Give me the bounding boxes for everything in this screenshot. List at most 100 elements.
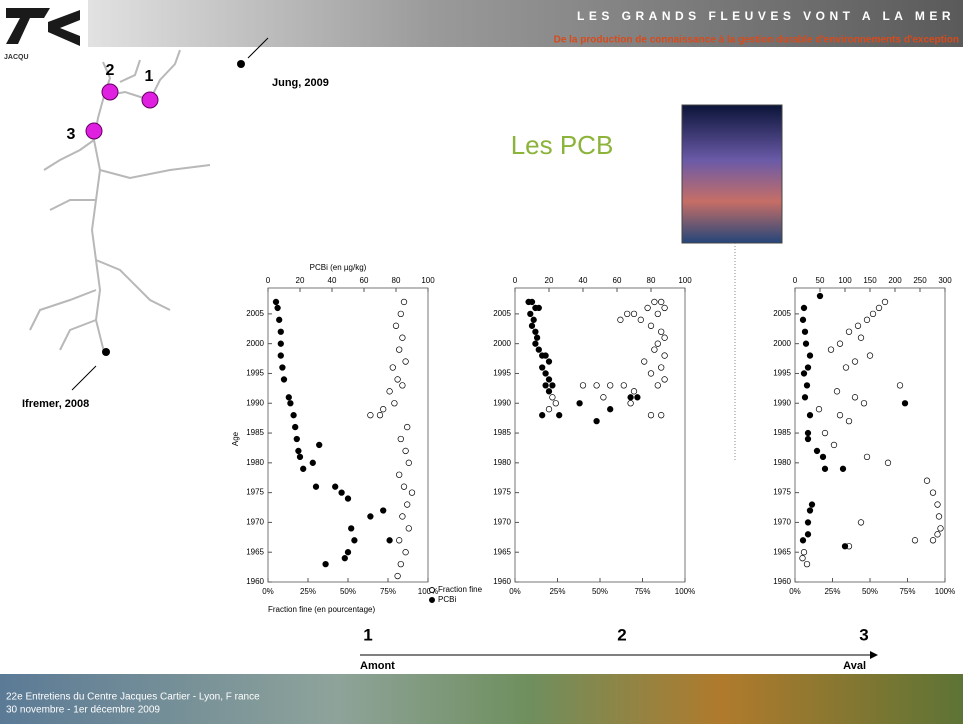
point (631, 389, 637, 395)
x2-tick-label: 300 (938, 276, 952, 285)
point (323, 561, 329, 567)
station-label: 3 (859, 625, 868, 644)
point (803, 341, 809, 347)
logo-text: JACQU (4, 54, 29, 61)
x2-tick-label: 100 (838, 276, 852, 285)
point (807, 412, 813, 418)
point (594, 418, 600, 424)
point (809, 502, 815, 508)
point (546, 406, 552, 412)
point (404, 424, 410, 430)
point (580, 383, 586, 389)
x-tick-label: 25% (549, 587, 565, 596)
point (817, 293, 823, 299)
x-tick-label: 50% (592, 587, 608, 596)
point (846, 418, 852, 424)
point (801, 371, 807, 377)
point (648, 412, 654, 418)
point (406, 526, 412, 532)
charts: 1960196519701975198019851990199520002005… (231, 263, 955, 614)
point (368, 514, 374, 520)
point (800, 555, 806, 561)
x2-tick-label: 50 (816, 276, 825, 285)
x-tick-label: 100% (675, 587, 695, 596)
site-marker (142, 92, 158, 108)
y-tick-label: 1960 (246, 577, 264, 586)
point (822, 466, 828, 472)
point (529, 323, 535, 329)
y-tick-label: 2000 (773, 339, 791, 348)
x-tick-label: 25% (824, 587, 840, 596)
point (870, 311, 876, 317)
point (805, 430, 811, 436)
point (529, 299, 535, 305)
point (635, 394, 641, 400)
point (528, 311, 534, 317)
point (882, 299, 888, 305)
point (638, 317, 644, 323)
point (814, 448, 820, 454)
point (577, 400, 583, 406)
point (345, 549, 351, 555)
y-tick-label: 1975 (246, 488, 264, 497)
point (858, 335, 864, 341)
point (278, 341, 284, 347)
y-tick-label: 1965 (246, 547, 264, 556)
legend-marker (430, 598, 435, 603)
x-tick-label: 50% (340, 587, 356, 596)
y-tick-label: 1970 (246, 518, 264, 527)
site-label: 1 (145, 68, 154, 85)
ref-label: Jung, 2009 (272, 77, 329, 89)
point (924, 478, 930, 484)
x2-tick-label: 60 (613, 276, 622, 285)
x2-tick-label: 0 (266, 276, 271, 285)
x2-tick-label: 100 (678, 276, 692, 285)
point (345, 496, 351, 502)
y-tick-label: 1985 (246, 428, 264, 437)
point (276, 317, 282, 323)
point (852, 394, 858, 400)
point (645, 305, 651, 311)
y-tick-label: 1985 (773, 428, 791, 437)
header-subtitle: De la production de connaissance à la ge… (554, 35, 959, 46)
point (662, 335, 668, 341)
point (938, 526, 944, 532)
point (655, 311, 661, 317)
ref-arrow (72, 366, 96, 390)
point (392, 400, 398, 406)
point (658, 299, 664, 305)
photo (682, 105, 782, 243)
point (281, 377, 287, 383)
y-tick-label: 1970 (773, 518, 791, 527)
point (852, 359, 858, 365)
point (400, 383, 406, 389)
site-marker (102, 84, 118, 100)
point (406, 460, 412, 466)
point (273, 299, 279, 305)
ref-dot (102, 348, 110, 356)
point (843, 365, 849, 371)
arrow-head (870, 651, 878, 659)
point (855, 323, 861, 329)
point (539, 412, 545, 418)
site-label: 2 (106, 62, 115, 79)
point (804, 561, 810, 567)
x-tick-label: 75% (634, 587, 650, 596)
point (539, 365, 545, 371)
point (820, 454, 826, 460)
point (536, 347, 542, 353)
point (403, 549, 409, 555)
x2-tick-label: 200 (888, 276, 902, 285)
point (618, 317, 624, 323)
point (652, 299, 658, 305)
footer-line: 30 novembre - 1er décembre 2009 (6, 705, 160, 716)
point (935, 532, 941, 538)
point (930, 490, 936, 496)
y-axis-label: Age (231, 431, 240, 446)
x2-tick-label: 20 (296, 276, 305, 285)
y-tick-label: 1975 (773, 488, 791, 497)
point (624, 311, 630, 317)
point (621, 383, 627, 389)
y-tick-label: 1965 (493, 547, 511, 556)
site-marker (86, 123, 102, 139)
